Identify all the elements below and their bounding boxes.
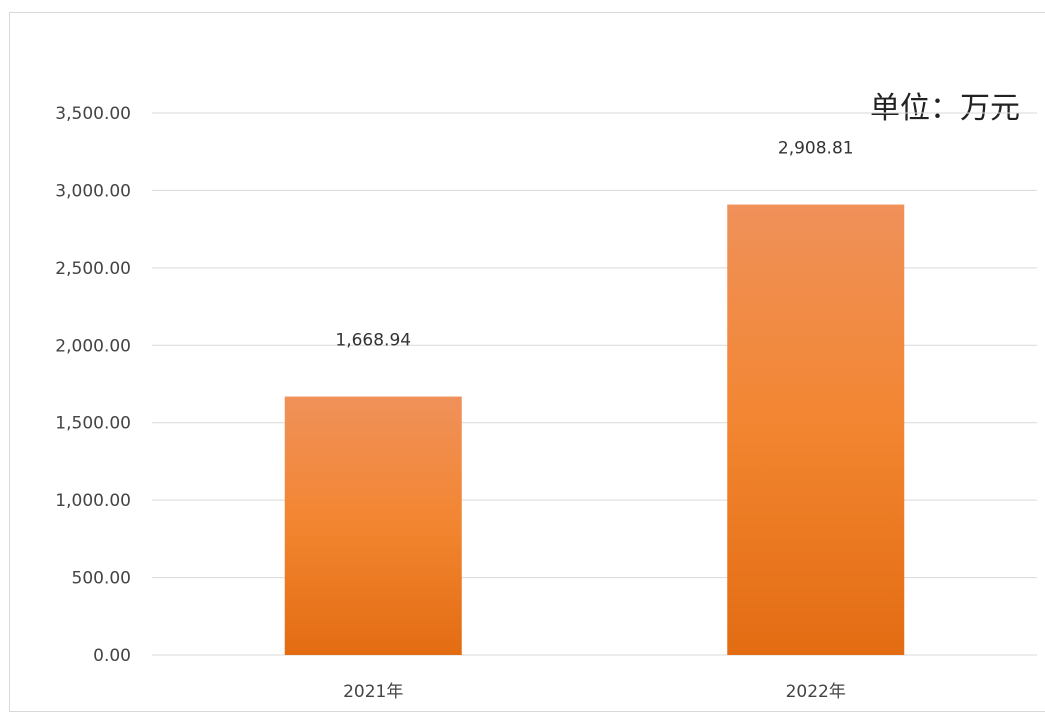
y-axis-tick-labels: 0.00 500.00 1,000.00 1,500.00 2,000.00 2,500.… bbox=[55, 104, 131, 666]
data-labels: 1,668.94 2,908.81 bbox=[335, 139, 853, 351]
y-tick-label: 2,500.00 bbox=[55, 259, 131, 279]
y-tick-label: 3,000.00 bbox=[55, 181, 131, 201]
y-tick-label: 0.00 bbox=[93, 646, 131, 666]
bar-2022年 bbox=[727, 204, 905, 655]
unit-label: 单位：万元 bbox=[870, 91, 1020, 126]
y-tick-label: 1,000.00 bbox=[55, 491, 131, 511]
bars bbox=[284, 204, 905, 655]
y-tick-label: 500.00 bbox=[72, 569, 131, 589]
x-axis-tick-labels: 2021年 2022年 bbox=[343, 682, 846, 702]
y-tick-label: 3,500.00 bbox=[55, 104, 131, 124]
bar-2021年 bbox=[284, 396, 462, 655]
data-label: 1,668.94 bbox=[335, 331, 411, 351]
y-tick-label: 1,500.00 bbox=[55, 414, 131, 434]
x-tick-label: 2022年 bbox=[786, 682, 846, 702]
x-tick-label: 2021年 bbox=[343, 682, 403, 702]
y-tick-label: 2,000.00 bbox=[55, 336, 131, 356]
data-label: 2,908.81 bbox=[778, 139, 854, 159]
